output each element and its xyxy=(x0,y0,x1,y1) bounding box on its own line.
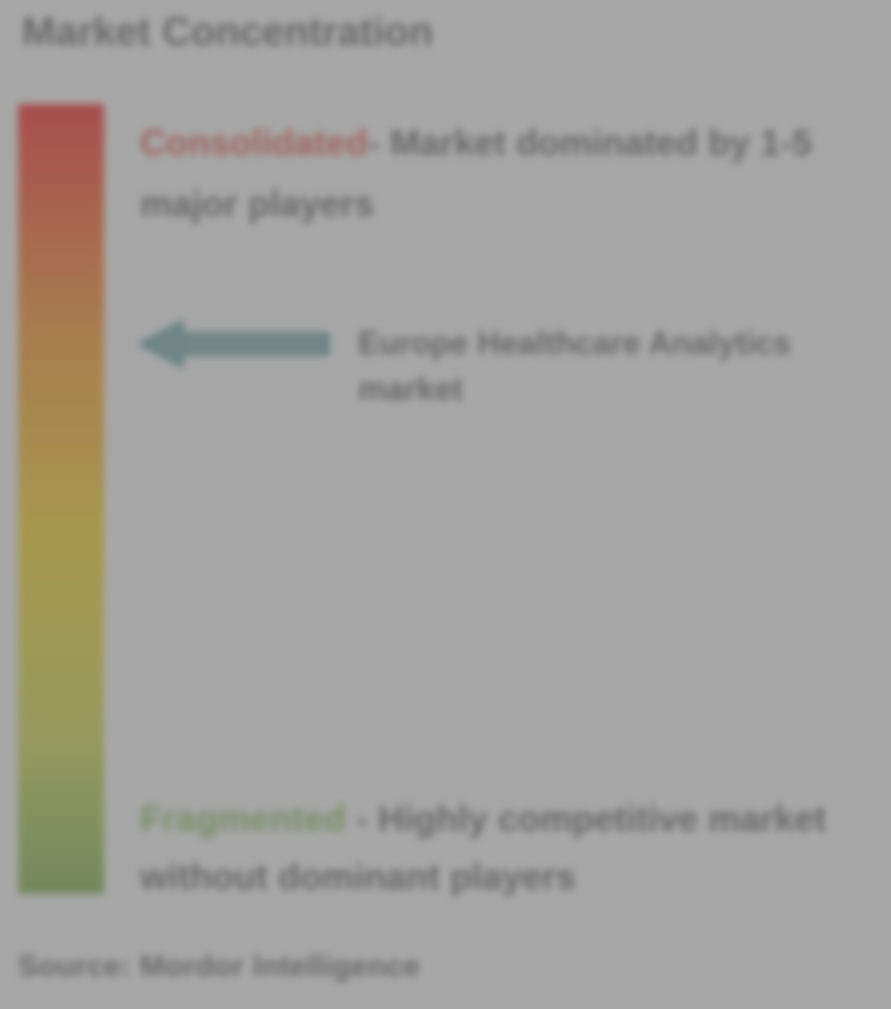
source-attribution: Source: Mordor Intelligence xyxy=(18,950,420,984)
diagram-title: Market Concentration xyxy=(22,10,433,55)
consolidated-keyword: Consolidated xyxy=(140,122,368,163)
consolidated-description: Consolidated- Market dominated by 1-5 ma… xyxy=(140,112,871,234)
fragmented-description: Fragmented - Highly competitive market w… xyxy=(140,790,871,905)
fragmented-keyword: Fragmented xyxy=(140,798,346,839)
pointer-label: Europe Healthcare Analytics market xyxy=(358,320,861,413)
concentration-gradient-scale xyxy=(18,104,104,894)
pointer-arrow-icon xyxy=(140,320,330,368)
market-concentration-diagram: Market Concentration Consolidated- Marke… xyxy=(0,0,891,1009)
arrow-shape xyxy=(140,322,328,366)
